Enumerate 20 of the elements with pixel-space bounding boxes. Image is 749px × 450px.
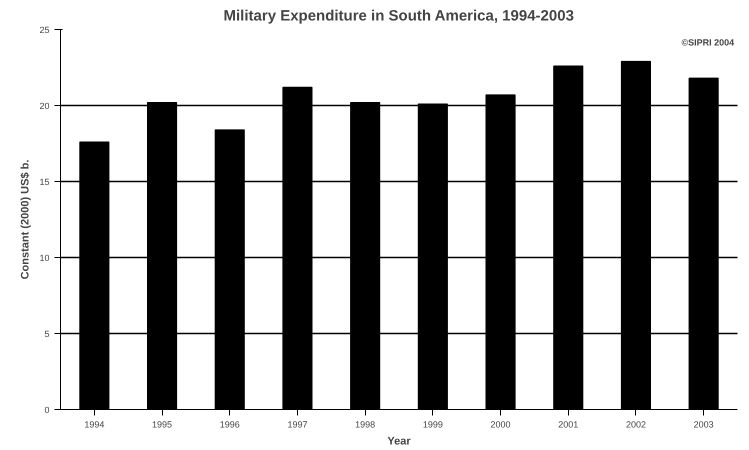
x-tick-label: 2003: [694, 420, 714, 430]
y-tick-label: 15: [39, 177, 50, 187]
x-tick-label: 1999: [422, 420, 443, 430]
x-tick-label: 1994: [84, 420, 104, 430]
x-tick-label: 2002: [626, 420, 646, 430]
x-tick-label: 2001: [558, 420, 578, 430]
x-axis-title: Year: [387, 436, 412, 448]
y-tick-label: 0: [44, 405, 50, 415]
x-tick-label: 2000: [490, 420, 511, 430]
y-tick-label: 5: [44, 329, 50, 339]
x-tick-label: 1997: [287, 420, 308, 430]
x-tick-label: 1995: [152, 420, 172, 430]
y-tick-label: 10: [39, 253, 50, 263]
y-tick-label: 25: [39, 25, 50, 35]
y-axis-title: Constant (2000) US$ b.: [19, 160, 32, 280]
x-tick-label: 1998: [355, 420, 376, 430]
x-tick-label: 1996: [220, 420, 240, 430]
annotation: ©SIPRI 2004: [681, 38, 734, 48]
chart-title: Military Expenditure in South America, 1994-2003: [224, 8, 574, 24]
y-tick-label: 20: [39, 101, 50, 111]
